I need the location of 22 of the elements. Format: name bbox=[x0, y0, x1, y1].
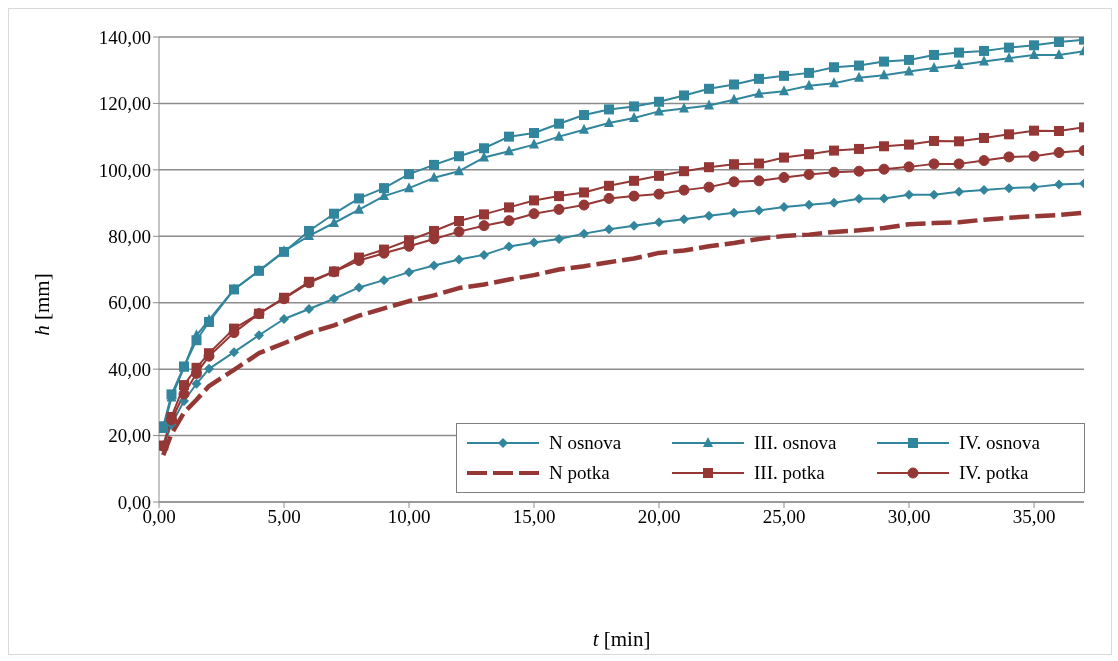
x-tick-label: 5,00 bbox=[267, 506, 301, 528]
y-tick-label: 80,00 bbox=[108, 226, 151, 248]
x-tick-label: 25,00 bbox=[762, 506, 806, 528]
x-tick-label: 30,00 bbox=[887, 506, 931, 528]
x-tick-label: 15,00 bbox=[512, 506, 556, 528]
x-tick-label: 20,00 bbox=[637, 506, 681, 528]
x-tick-label: 35,00 bbox=[1012, 506, 1056, 528]
legend-label: III. osnova bbox=[754, 432, 837, 454]
y-tick-label: 140,00 bbox=[98, 26, 151, 48]
x-axis-title: t [min] bbox=[592, 627, 651, 651]
y-tick-label: 100,00 bbox=[98, 159, 151, 181]
x-tick-label: 10,00 bbox=[387, 506, 431, 528]
y-tick-label: 120,00 bbox=[98, 93, 151, 115]
legend-label: IV. potka bbox=[959, 462, 1029, 484]
y-tick-label: 60,00 bbox=[108, 292, 151, 314]
legend-label: N osnova bbox=[549, 432, 622, 454]
legend-label: N potka bbox=[549, 462, 610, 484]
y-tick-label: 20,00 bbox=[108, 425, 151, 447]
legend-label: III. potka bbox=[754, 462, 825, 484]
y-axis-title: h [mm] bbox=[30, 273, 54, 336]
legend-label: IV. osnova bbox=[959, 432, 1040, 454]
y-tick-label: 40,00 bbox=[108, 358, 151, 380]
